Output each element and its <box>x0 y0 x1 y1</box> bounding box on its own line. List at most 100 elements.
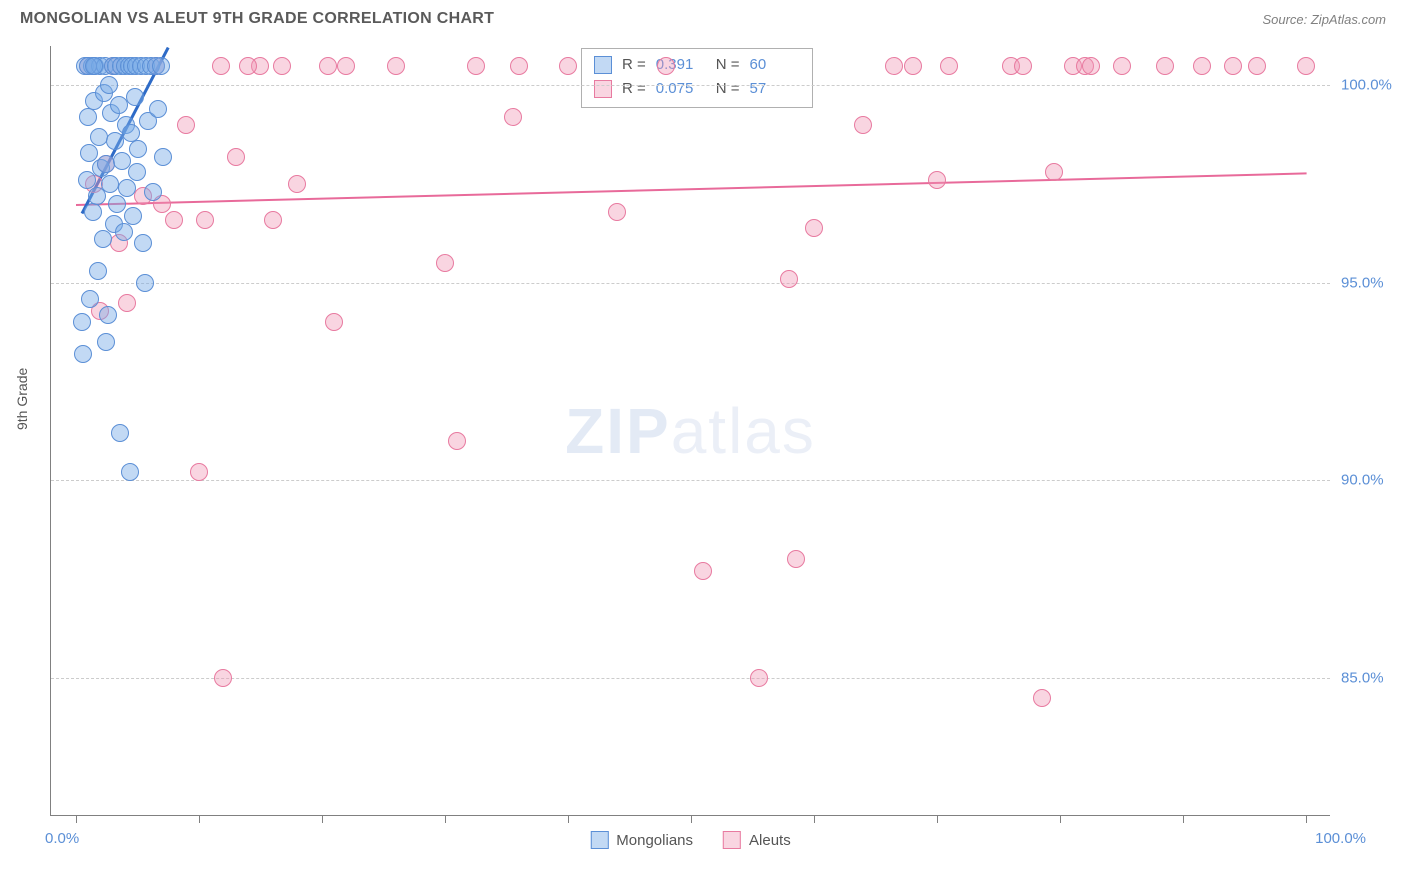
point-aleuts <box>1156 57 1174 75</box>
stats-legend-box: R = 0.391 N = 60 R = 0.075 N = 57 <box>581 48 813 108</box>
point-mongolians <box>99 306 117 324</box>
point-mongolians <box>121 463 139 481</box>
x-tick <box>76 815 77 823</box>
legend-label: Aleuts <box>749 832 791 849</box>
scatter-plot: ZIPatlas R = 0.391 N = 60 R = 0.075 N = … <box>50 46 1330 816</box>
point-aleuts <box>608 203 626 221</box>
point-aleuts <box>750 669 768 687</box>
chart-header: MONGOLIAN VS ALEUT 9TH GRADE CORRELATION… <box>0 0 1406 34</box>
point-aleuts <box>504 108 522 126</box>
point-mongolians <box>126 88 144 106</box>
point-aleuts <box>928 171 946 189</box>
point-aleuts <box>780 270 798 288</box>
x-axis-min-label: 0.0% <box>45 830 79 847</box>
point-mongolians <box>79 108 97 126</box>
point-mongolians <box>111 424 129 442</box>
point-aleuts <box>1033 689 1051 707</box>
watermark: ZIPatlas <box>565 394 816 468</box>
point-mongolians <box>118 179 136 197</box>
point-aleuts <box>1082 57 1100 75</box>
x-tick <box>937 815 938 823</box>
point-aleuts <box>1113 57 1131 75</box>
legend-label: Mongolians <box>616 832 693 849</box>
point-aleuts <box>118 294 136 312</box>
chart-source: Source: ZipAtlas.com <box>1262 12 1386 27</box>
point-aleuts <box>325 313 343 331</box>
point-mongolians <box>84 203 102 221</box>
swatch-mongolians <box>594 56 612 74</box>
point-aleuts <box>694 562 712 580</box>
point-aleuts <box>1224 57 1242 75</box>
point-mongolians <box>134 234 152 252</box>
y-tick-label: 95.0% <box>1341 274 1384 291</box>
x-tick <box>814 815 815 823</box>
point-mongolians <box>90 128 108 146</box>
point-aleuts <box>904 57 922 75</box>
point-aleuts <box>227 148 245 166</box>
point-aleuts <box>448 432 466 450</box>
point-mongolians <box>115 223 133 241</box>
point-mongolians <box>74 345 92 363</box>
stat-n-aleuts: 57 <box>750 77 800 101</box>
stat-label: N = <box>716 53 740 77</box>
point-aleuts <box>885 57 903 75</box>
point-aleuts <box>467 57 485 75</box>
point-aleuts <box>805 219 823 237</box>
point-aleuts <box>319 57 337 75</box>
point-aleuts <box>212 57 230 75</box>
chart-title: MONGOLIAN VS ALEUT 9TH GRADE CORRELATION… <box>20 10 494 28</box>
x-tick <box>691 815 692 823</box>
swatch-aleuts <box>723 831 741 849</box>
point-mongolians <box>85 57 103 75</box>
stat-label: R = <box>622 77 646 101</box>
point-aleuts <box>1297 57 1315 75</box>
point-aleuts <box>165 211 183 229</box>
point-aleuts <box>787 550 805 568</box>
point-aleuts <box>337 57 355 75</box>
point-mongolians <box>81 290 99 308</box>
point-aleuts <box>1193 57 1211 75</box>
stat-label: N = <box>716 77 740 101</box>
gridline <box>51 283 1330 284</box>
x-axis-max-label: 100.0% <box>1315 830 1366 847</box>
x-tick <box>445 815 446 823</box>
y-tick-label: 100.0% <box>1341 77 1392 94</box>
point-aleuts <box>196 211 214 229</box>
point-mongolians <box>136 274 154 292</box>
point-mongolians <box>124 207 142 225</box>
y-axis-title: 9th Grade <box>14 368 30 430</box>
point-aleuts <box>1248 57 1266 75</box>
point-mongolians <box>80 144 98 162</box>
legend-item-aleuts: Aleuts <box>723 831 791 849</box>
x-tick <box>1060 815 1061 823</box>
point-mongolians <box>129 140 147 158</box>
point-mongolians <box>97 333 115 351</box>
point-aleuts <box>436 254 454 272</box>
stats-row-mongolians: R = 0.391 N = 60 <box>594 53 800 77</box>
point-mongolians <box>100 76 118 94</box>
x-tick <box>568 815 569 823</box>
gridline <box>51 678 1330 679</box>
x-tick <box>1306 815 1307 823</box>
point-mongolians <box>101 175 119 193</box>
stats-row-aleuts: R = 0.075 N = 57 <box>594 77 800 101</box>
swatch-aleuts <box>594 80 612 98</box>
x-tick <box>1183 815 1184 823</box>
point-aleuts <box>264 211 282 229</box>
point-aleuts <box>273 57 291 75</box>
point-mongolians <box>144 183 162 201</box>
stat-n-mongolians: 60 <box>750 53 800 77</box>
point-aleuts <box>940 57 958 75</box>
point-mongolians <box>128 163 146 181</box>
point-mongolians <box>94 230 112 248</box>
point-aleuts <box>190 463 208 481</box>
point-aleuts <box>288 175 306 193</box>
point-aleuts <box>559 57 577 75</box>
gridline <box>51 480 1330 481</box>
point-aleuts <box>1045 163 1063 181</box>
trend-line <box>76 172 1307 206</box>
point-aleuts <box>1014 57 1032 75</box>
point-mongolians <box>73 313 91 331</box>
point-aleuts <box>177 116 195 134</box>
stat-label: R = <box>622 53 646 77</box>
